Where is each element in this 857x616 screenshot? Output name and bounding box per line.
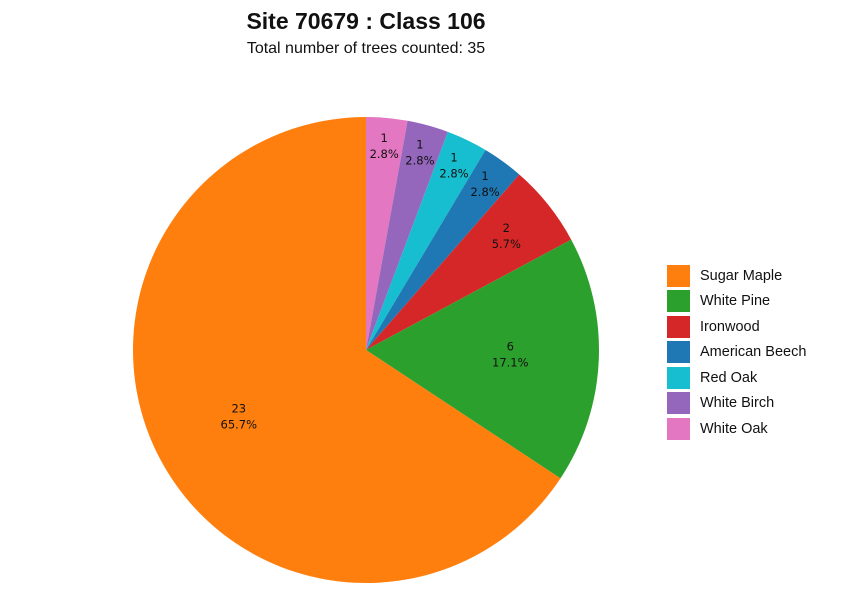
- legend-item-red-oak: Red Oak: [667, 365, 806, 391]
- pie-slice-red-oak: [366, 131, 486, 350]
- legend-swatch: [667, 264, 690, 287]
- slice-percent-label: 2.8%: [439, 166, 468, 180]
- pie-slice-sugar-maple: [133, 117, 561, 583]
- legend-label: White Birch: [700, 395, 775, 412]
- legend-item-ironwood: Ironwood: [667, 314, 806, 340]
- slice-percent-label: 5.7%: [492, 237, 521, 251]
- legend-label: Ironwood: [700, 318, 760, 335]
- legend-item-white-pine: White Pine: [667, 289, 806, 315]
- chart-subtitle: Total number of trees counted: 35: [246, 40, 486, 57]
- slice-percent-label: 2.8%: [405, 154, 434, 168]
- pie-slice-white-pine: [366, 239, 600, 479]
- legend-item-white-oak: White Oak: [667, 416, 806, 442]
- slice-value-label: 1: [416, 138, 423, 152]
- pie-labels: 1 2.8% 1 2.8% 1 2.8% 1 2.8% 2 5.7% 6 17.1% 23 65.7%: [221, 131, 529, 431]
- pie-slice-white-birch: [366, 120, 448, 351]
- legend-label: Red Oak: [700, 369, 758, 386]
- legend-label: White Pine: [700, 293, 771, 310]
- slice-percent-label: 2.8%: [370, 147, 399, 161]
- slice-value-label: 1: [481, 169, 488, 183]
- legend-swatch: [667, 392, 690, 415]
- legend-item-american-beech: American Beech: [667, 340, 806, 366]
- slice-value-label: 2: [503, 221, 510, 235]
- chart-title: Site 70679 : Class 106: [246, 8, 486, 34]
- pie-slices: [133, 117, 600, 583]
- slice-value-label: 1: [450, 150, 457, 164]
- legend-item-white-birch: White Birch: [667, 391, 806, 417]
- slice-value-label: 1: [381, 131, 388, 145]
- legend-swatch: [667, 341, 690, 364]
- legend-swatch: [667, 366, 690, 389]
- slice-percent-label: 17.1%: [492, 356, 529, 370]
- legend-swatch: [667, 290, 690, 313]
- legend-label: White Oak: [700, 420, 768, 437]
- legend-swatch: [667, 417, 690, 440]
- pie-slice-american-beech: [366, 149, 520, 350]
- legend-label: American Beech: [700, 344, 807, 361]
- legend-item-sugar-maple: Sugar Maple: [667, 263, 806, 289]
- slice-value-label: 23: [231, 402, 246, 416]
- slice-percent-label: 2.8%: [470, 185, 499, 199]
- pie-slice-ironwood: [366, 174, 572, 350]
- legend-label: Sugar Maple: [700, 267, 783, 284]
- legend-swatch: [667, 315, 690, 338]
- legend: Sugar Maple White Pine Ironwood American Be…: [667, 263, 806, 442]
- slice-value-label: 6: [507, 340, 514, 354]
- pie-slice-white-oak: [366, 117, 408, 350]
- slice-percent-label: 65.7%: [221, 418, 258, 432]
